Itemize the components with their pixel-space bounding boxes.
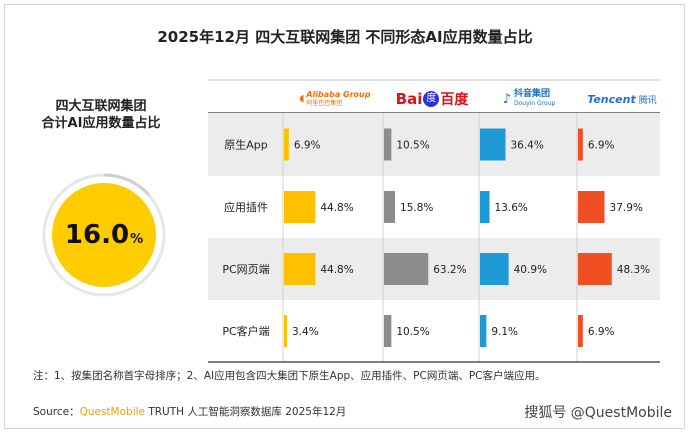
- bar-value-label: 6.9%: [588, 326, 615, 338]
- douyin-note-icon: ♪: [502, 91, 511, 107]
- bar: [578, 128, 583, 161]
- douyin-logo-sub: Douyin Group: [514, 100, 556, 107]
- bar-value-label: 9.1%: [491, 326, 518, 338]
- baidu-logo: Bai 度 百度: [392, 88, 472, 110]
- summary-label-line1: 四大互联网集团: [55, 99, 147, 114]
- bar: [284, 128, 289, 161]
- bar-value-label: 37.9%: [610, 202, 643, 214]
- source-rest: TRUTH 人工智能洞察数据库 2025年12月: [145, 406, 347, 418]
- summary-unit: %: [130, 232, 144, 247]
- bar-value-label: 10.5%: [396, 140, 429, 152]
- bar: [384, 128, 392, 161]
- bar: [578, 253, 612, 285]
- bar: [384, 315, 392, 347]
- bar: [384, 191, 396, 223]
- summary-ring: [42, 173, 166, 297]
- bar: [284, 315, 287, 347]
- douyin-logo: ♪ 抖音集团 Douyin Group: [494, 88, 564, 110]
- source-prefix: Source：: [33, 406, 80, 418]
- row-label: 原生App: [224, 138, 268, 152]
- alibaba-logo: ◖ Alibaba Group 阿里巴巴集团: [290, 88, 380, 110]
- bar-value-label: 3.4%: [292, 326, 319, 338]
- source-line: Source：QuestMobile TRUTH 人工智能洞察数据库 2025年…: [33, 404, 346, 419]
- bar-value-label: 44.8%: [320, 264, 353, 276]
- bar: [480, 191, 490, 223]
- douyin-logo-text: 抖音集团: [514, 89, 551, 99]
- row-label: PC客户端: [222, 324, 269, 338]
- bar-value-label: 44.8%: [320, 202, 353, 214]
- bar: [578, 191, 605, 223]
- summary-label-line2: 合计AI应用数量占比: [41, 116, 161, 131]
- tencent-logo-cn: 腾讯: [638, 95, 657, 106]
- bar: [384, 253, 429, 285]
- bar: [480, 253, 509, 285]
- source-brand: QuestMobile: [79, 406, 145, 418]
- bar: [284, 253, 316, 285]
- row-label: 应用插件: [224, 200, 268, 214]
- bar-value-label: 6.9%: [588, 140, 615, 152]
- bar-value-label: 15.8%: [400, 202, 433, 214]
- baidu-logo-text: Bai: [395, 90, 423, 108]
- summary-value: 16.0: [64, 220, 130, 250]
- bar: [578, 315, 583, 347]
- alibaba-logo-sub: 阿里巴巴集团: [306, 100, 343, 107]
- alibaba-logo-text: Alibaba Group: [306, 90, 371, 99]
- bar-value-label: 63.2%: [433, 264, 466, 276]
- baidu-logo-cn: 百度: [440, 92, 469, 108]
- watermark: 搜狐号 @QuestMobile: [524, 405, 672, 421]
- bar-value-label: 10.5%: [396, 326, 429, 338]
- tencent-logo: Tencent 腾讯: [582, 88, 662, 110]
- summary-label: 四大互联网集团 合计AI应用数量占比: [40, 98, 162, 132]
- bar: [480, 128, 506, 161]
- paw-icon: 度: [423, 91, 440, 107]
- bar-value-label: 6.9%: [294, 140, 321, 152]
- footnote: 注：1、按集团名称首字母排序；2、AI应用包含四大集团下原生App、应用插件、P…: [33, 370, 546, 382]
- chart-title: 2025年12月 四大互联网集团 不同形态AI应用数量占比: [157, 28, 533, 46]
- tencent-logo-text: Tencent: [587, 92, 636, 106]
- bar: [480, 315, 487, 347]
- bar-value-label: 13.6%: [495, 202, 528, 214]
- bar: [284, 191, 316, 223]
- row-label: PC网页端: [222, 263, 269, 276]
- summary-value-circle: 16.0%: [52, 183, 156, 287]
- bar-value-label: 36.4%: [510, 140, 543, 152]
- alibaba-logo-mark: ◖: [299, 94, 305, 104]
- bar-value-label: 48.3%: [617, 264, 650, 276]
- bar-value-label: 40.9%: [514, 264, 547, 276]
- page-frame: [4, 4, 685, 429]
